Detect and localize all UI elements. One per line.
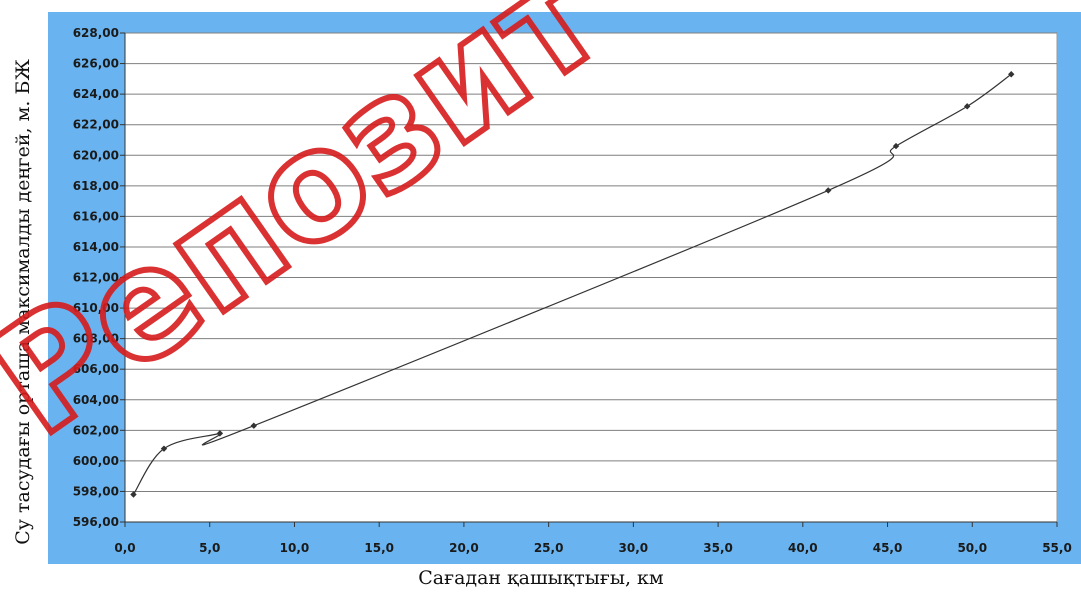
series-group <box>130 71 1015 498</box>
data-point <box>1008 71 1015 78</box>
y-tick-label: 606,00 <box>73 362 119 376</box>
x-tick-label: 35,0 <box>703 541 733 555</box>
y-tick-labels: 596,00 598,00 600,00 602,00 604,00 606,00 608,… <box>73 26 119 529</box>
x-tick-label: 40,0 <box>788 541 818 555</box>
data-point <box>892 142 900 150</box>
axes <box>120 32 1058 527</box>
x-tick-label: 10,0 <box>280 541 310 555</box>
y-tick-label: 598,00 <box>73 484 119 498</box>
gridlines <box>125 32 1057 492</box>
x-axis-title: Сағадан қашықтығы, км <box>418 567 664 589</box>
y-tick-label: 620,00 <box>73 148 119 162</box>
y-tick-label: 614,00 <box>73 240 119 254</box>
x-tick-labels: 0,0 5,0 10,0 15,0 20,0 25,0 30,0 35,0 40,0 45,0 50… <box>114 541 1071 555</box>
y-tick-label: 616,00 <box>73 209 119 223</box>
y-tick-label: 622,00 <box>73 118 119 132</box>
data-point <box>250 422 257 429</box>
data-point <box>216 430 224 437</box>
y-tick-label: 602,00 <box>73 423 119 437</box>
y-tick-label: 612,00 <box>73 271 119 285</box>
y-tick-label: 618,00 <box>73 179 119 193</box>
y-axis-title: Су тасудағы орташа максималды деңгей, м.… <box>12 59 34 545</box>
y-tick-label: 600,00 <box>73 454 119 468</box>
y-tick-label: 628,00 <box>73 26 119 40</box>
series-line <box>132 73 1012 495</box>
y-tick-label: 596,00 <box>73 515 119 529</box>
y-tick-label: 626,00 <box>73 57 119 71</box>
x-tick-label: 30,0 <box>619 541 649 555</box>
x-tick-label: 5,0 <box>199 541 220 555</box>
x-tick-label: 25,0 <box>534 541 564 555</box>
x-tick-label: 15,0 <box>364 541 394 555</box>
x-tick-label: 50,0 <box>957 541 987 555</box>
x-tick-label: 45,0 <box>873 541 903 555</box>
y-tick-label: 624,00 <box>73 87 119 101</box>
x-tick-label: 20,0 <box>449 541 479 555</box>
data-point <box>130 491 137 498</box>
data-point <box>825 187 832 194</box>
y-tick-label: 604,00 <box>73 393 119 407</box>
x-tick-label: 0,0 <box>114 541 135 555</box>
y-tick-label: 608,00 <box>73 332 119 346</box>
data-point <box>160 445 168 452</box>
data-point <box>963 103 971 110</box>
y-tick-label: 610,00 <box>73 301 119 315</box>
x-tick-label: 55,0 <box>1042 541 1072 555</box>
